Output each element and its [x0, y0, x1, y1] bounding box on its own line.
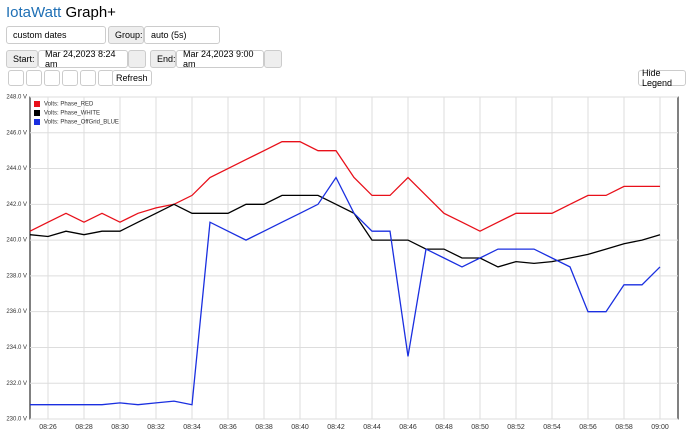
y-tick-label: 244.0 V	[6, 166, 27, 172]
x-tick-label: 08:56	[579, 424, 597, 431]
x-tick-label: 08:52	[507, 424, 525, 431]
start-calendar[interactable]	[128, 50, 146, 68]
y-tick-label: 236.0 V	[6, 309, 27, 315]
x-tick-label: 08:50	[471, 424, 489, 431]
hide-legend-button[interactable]: Hide Legend	[638, 68, 686, 88]
end-input[interactable]: Mar 24,2023 9:00 am	[176, 49, 264, 69]
group-select[interactable]: auto (5s)	[144, 26, 220, 44]
start-label: Start:	[6, 50, 38, 68]
zoom-in[interactable]	[8, 70, 24, 86]
legend-swatch	[34, 101, 40, 107]
end-label: End:	[150, 50, 176, 68]
series-line	[29, 141, 660, 232]
zoom-out[interactable]	[26, 70, 42, 86]
x-tick-label: 08:46	[399, 424, 417, 431]
first[interactable]	[44, 70, 60, 86]
x-tick-label: 08:44	[363, 424, 381, 431]
range-select[interactable]: custom dates	[6, 26, 106, 44]
brand: IotaWatt	[6, 4, 62, 21]
legend-swatch	[34, 110, 40, 116]
series-line	[30, 176, 661, 406]
y-tick-label: 240.0 V	[6, 238, 27, 244]
end-calendar[interactable]	[264, 50, 282, 68]
x-tick-label: 08:36	[219, 424, 237, 431]
refresh-button[interactable]: Refresh	[112, 70, 152, 86]
y-tick-label: 230.0 V	[6, 417, 27, 423]
x-tick-label: 08:58	[615, 424, 633, 431]
app-title: IotaWatt Graph+	[6, 4, 116, 21]
plot-frame	[29, 96, 679, 420]
legend-label: Volts: Phase_RED	[44, 102, 94, 108]
x-tick-label: 09:00	[651, 424, 669, 431]
x-tick-label: 08:26	[39, 424, 57, 431]
x-tick-label: 08:38	[255, 424, 273, 431]
x-tick-label: 08:42	[327, 424, 345, 431]
page-title: Graph+	[65, 4, 116, 21]
y-tick-label: 238.0 V	[6, 273, 27, 279]
y-tick-label: 242.0 V	[6, 202, 27, 208]
x-tick-label: 08:48	[435, 424, 453, 431]
start-input[interactable]: Mar 24,2023 8:24 am	[38, 49, 128, 69]
x-tick-label: 08:28	[75, 424, 93, 431]
group-label: Group:	[108, 26, 144, 44]
prev[interactable]	[62, 70, 78, 86]
y-tick-label: 248.0 V	[6, 95, 27, 101]
x-tick-label: 08:34	[183, 424, 201, 431]
series-line	[29, 194, 661, 268]
legend-swatch	[34, 119, 40, 125]
y-tick-label: 246.0 V	[6, 130, 27, 136]
x-tick-label: 08:30	[111, 424, 129, 431]
y-tick-label: 234.0 V	[6, 345, 27, 351]
next[interactable]	[80, 70, 96, 86]
x-tick-label: 08:40	[291, 424, 309, 431]
x-tick-label: 08:32	[147, 424, 165, 431]
legend-label: Volts: Phase_WHITE	[44, 111, 100, 117]
legend-label: Volts: Phase_OffGrid_BLUE	[44, 120, 119, 126]
x-tick-label: 08:54	[543, 424, 561, 431]
y-tick-label: 232.0 V	[6, 381, 27, 387]
